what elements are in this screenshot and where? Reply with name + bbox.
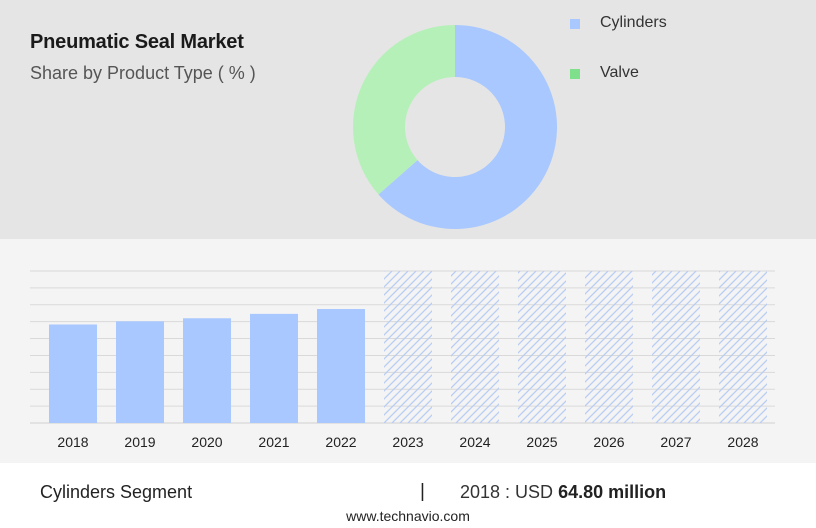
bar-chart: 2018 2019 2020 2021 2022 2023 2024 2025 2026 2027… xyxy=(30,270,775,450)
x-tick-label-2024: 2024 xyxy=(459,434,490,450)
segment-value-amount: 64.80 million xyxy=(558,482,667,502)
segment-year-label: 2018 : USD xyxy=(460,482,554,502)
forecast-bar-2024 xyxy=(451,271,499,423)
x-tick-label-2019: 2019 xyxy=(124,434,155,450)
x-tick-label-2027: 2027 xyxy=(660,434,691,450)
x-tick-label-2022: 2022 xyxy=(325,434,356,450)
x-tick-label-2025: 2025 xyxy=(526,434,557,450)
legend-label-cylinders: Cylinders xyxy=(600,14,667,31)
donut-slice-cylinders xyxy=(378,25,557,229)
forecast-bar-2026 xyxy=(585,271,633,423)
donut-chart xyxy=(352,25,557,229)
bar-2018 xyxy=(49,324,97,423)
x-tick-label-2023: 2023 xyxy=(392,434,423,450)
source-link[interactable]: www.technavio.com xyxy=(346,508,470,524)
bar-2021 xyxy=(250,313,298,423)
legend-swatch-valve xyxy=(570,69,580,79)
donut-slice-valve xyxy=(352,25,455,195)
chart-subtitle: Share by Product Type ( % ) xyxy=(30,63,256,83)
forecast-bar-2027 xyxy=(652,271,700,423)
forecast-bar-2023 xyxy=(384,271,432,423)
bar-2019 xyxy=(116,321,164,423)
forecast-bar-2028 xyxy=(719,271,767,423)
x-tick-label-2018: 2018 xyxy=(57,434,88,450)
x-tick-label-2028: 2028 xyxy=(727,434,758,450)
segment-label: Cylinders Segment xyxy=(40,482,193,502)
chart-title: Pneumatic Seal Market xyxy=(30,31,244,53)
bar-2022 xyxy=(317,309,365,423)
x-tick-label-2026: 2026 xyxy=(593,434,624,450)
segment-value: 2018 : USD 64.80 million xyxy=(460,482,666,503)
footer-separator: | xyxy=(420,481,425,502)
bar-2020 xyxy=(183,318,231,423)
x-tick-label-2021: 2021 xyxy=(258,434,289,450)
legend-label-valve: Valve xyxy=(600,64,639,81)
x-tick-label-2020: 2020 xyxy=(191,434,222,450)
forecast-bar-2025 xyxy=(518,271,566,423)
legend-swatch-cylinders xyxy=(570,19,580,29)
